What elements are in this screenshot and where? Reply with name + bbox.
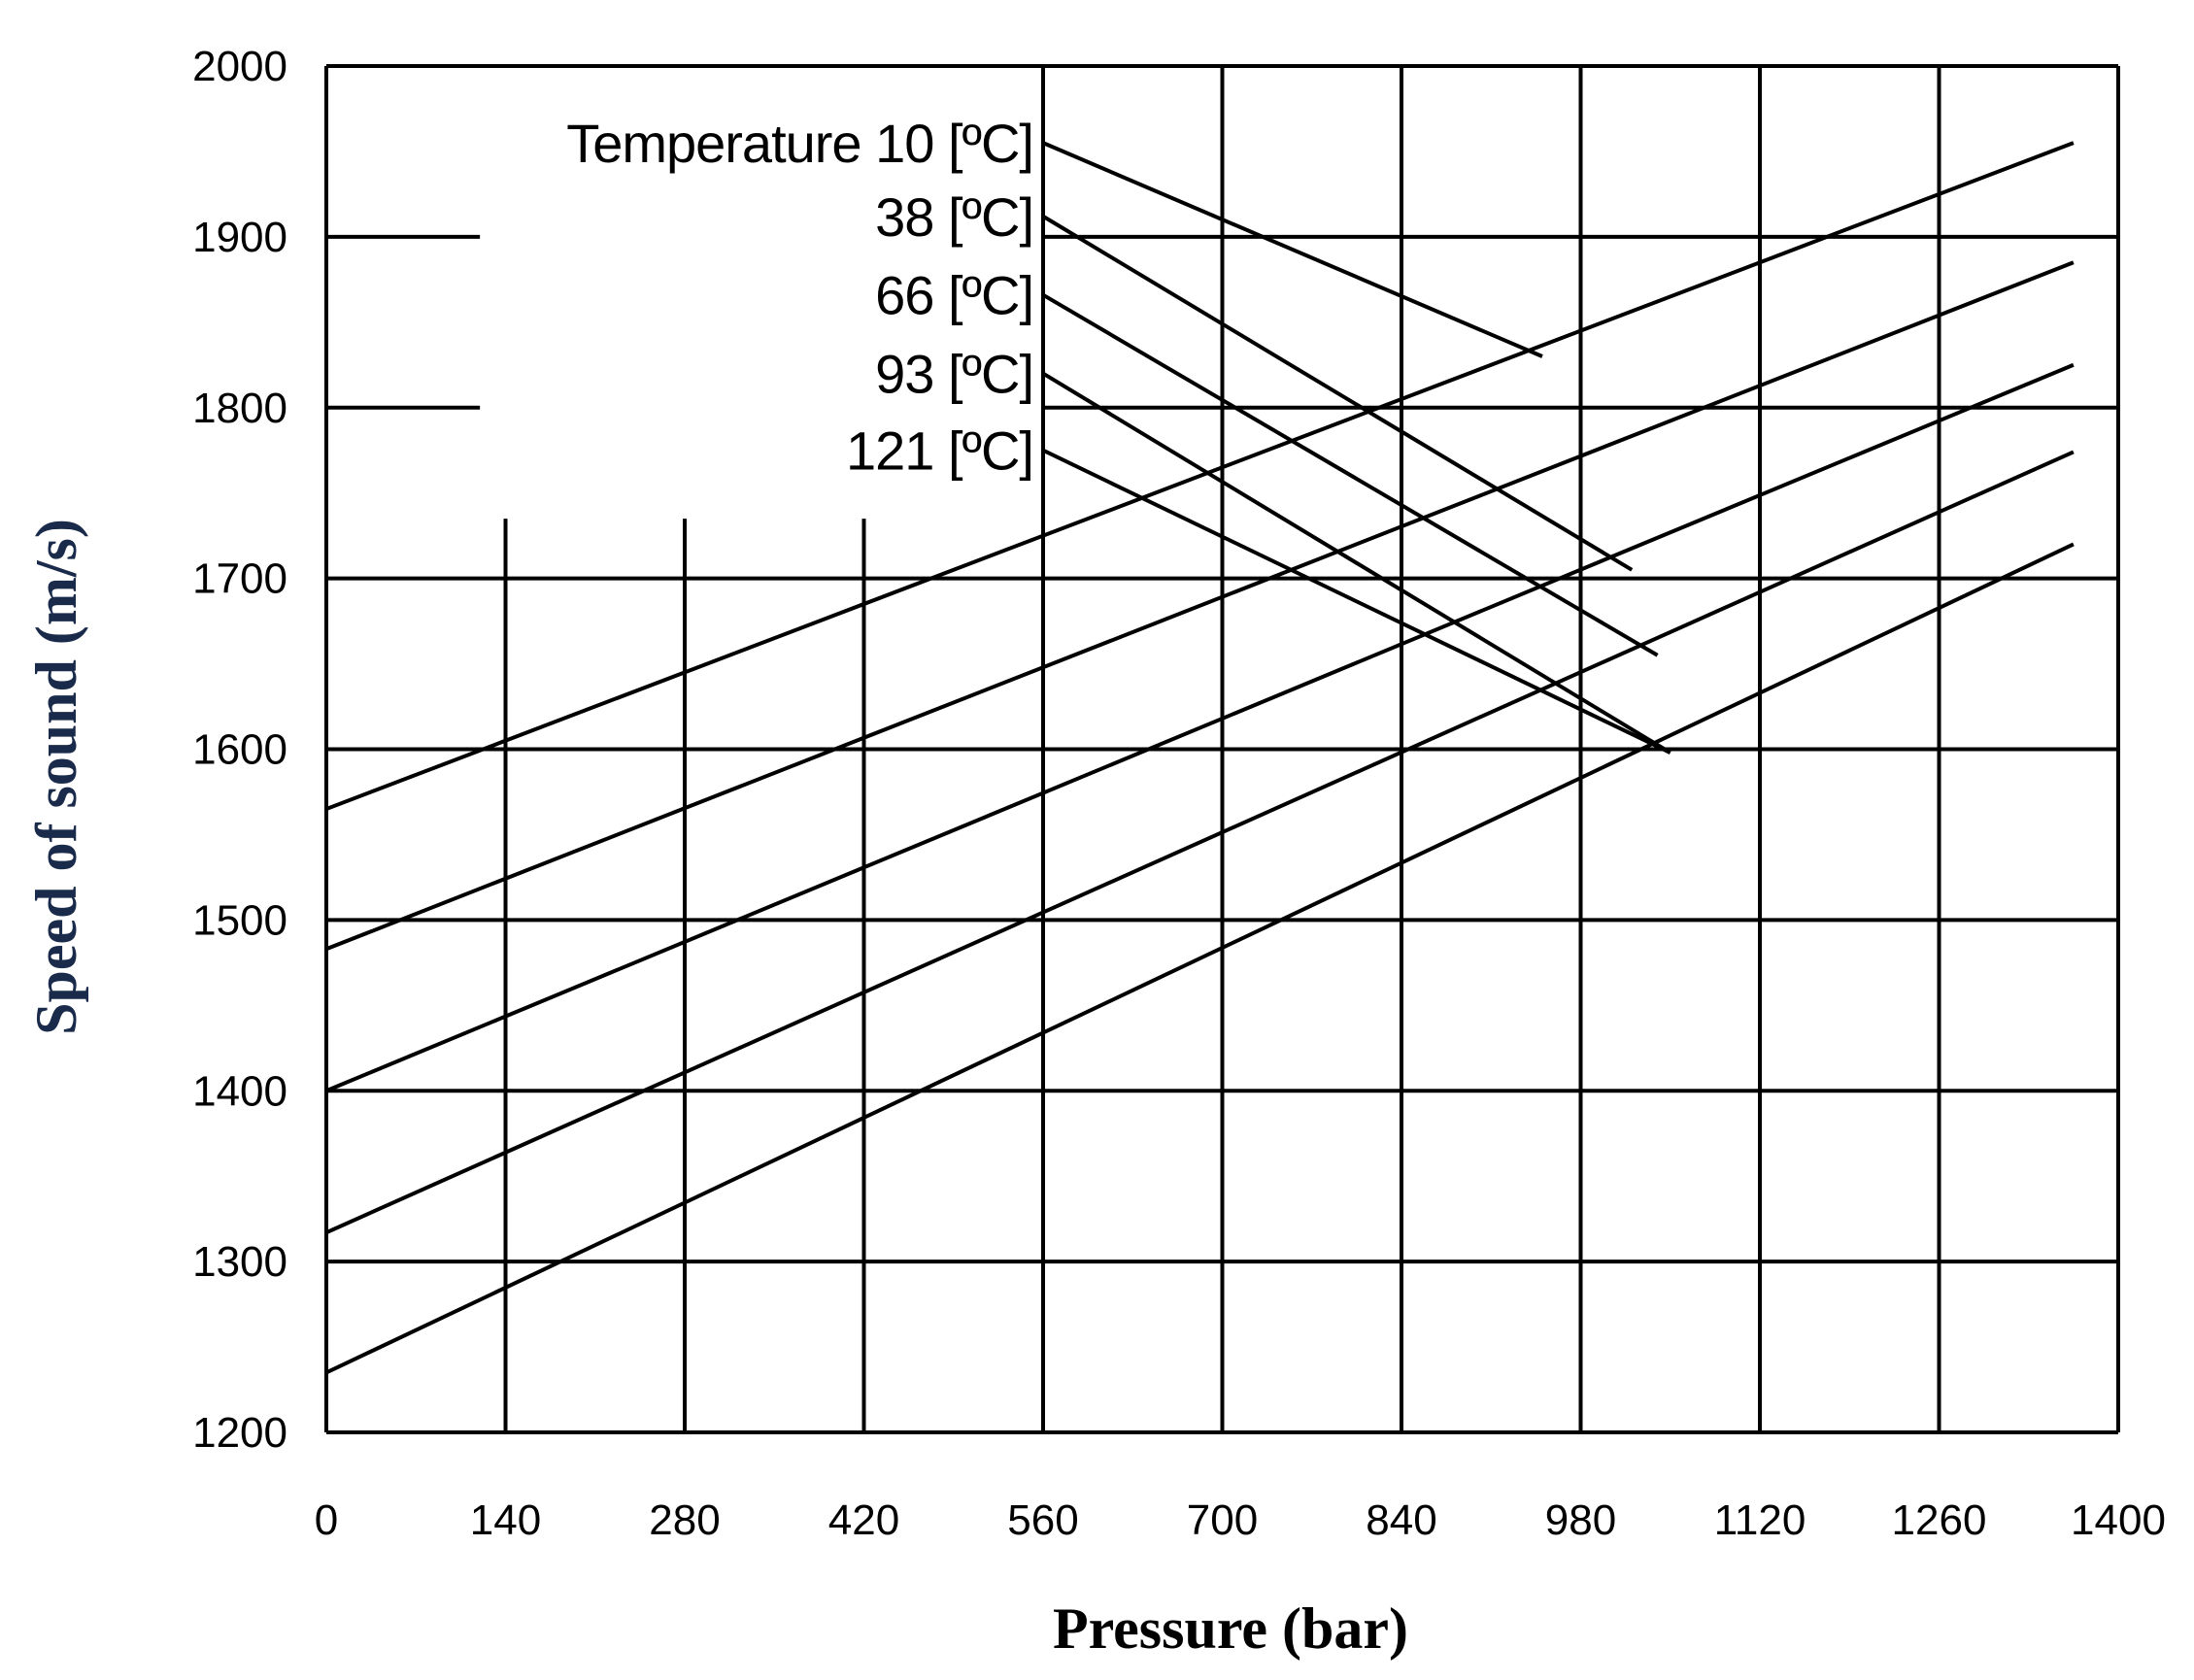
- temperature-line: [1041, 292, 1659, 657]
- x-tick-label: 980: [1545, 1496, 1616, 1544]
- pressure-lines: [325, 141, 2075, 1375]
- series-line-38: [325, 260, 2075, 952]
- y-tick-label: 1700: [192, 555, 287, 603]
- legend-label: 121 [ºC]: [846, 420, 1033, 482]
- temperature-line: [1042, 448, 1671, 755]
- x-tick-labels: 0 140 280 420 560 700 840 980 1120 1260 1400: [315, 1496, 2166, 1544]
- x-tick-label: 420: [828, 1496, 899, 1544]
- y-tick-labels: 1200 1300 1400 1500 1600 1700 1800 1900 2000: [192, 43, 287, 1457]
- x-tick-label: 0: [315, 1496, 338, 1544]
- grid-lines: [324, 64, 2120, 1434]
- legend-label: 93 [ºC]: [875, 344, 1033, 405]
- series-line-10: [325, 141, 2075, 811]
- y-tick-label: 1400: [192, 1067, 287, 1115]
- legend-label: 38 [ºC]: [875, 186, 1033, 248]
- x-tick-label: 560: [1007, 1496, 1078, 1544]
- legend-label: Temperature 10 [ºC]: [566, 113, 1033, 174]
- y-tick-label: 1200: [192, 1409, 287, 1457]
- temperature-line: [1041, 215, 1634, 572]
- legend-label: 66 [ºC]: [875, 265, 1033, 326]
- temperature-line: [1042, 141, 1543, 358]
- temperature-legend: Temperature 10 [ºC] 38 [ºC] 66 [ºC] 93 [ºC]…: [566, 113, 1034, 482]
- y-tick-label: 1300: [192, 1238, 287, 1286]
- temperature-lines: [1041, 141, 1671, 755]
- y-axis-title: Speed of sound (m/s): [24, 519, 88, 1035]
- y-tick-label: 1900: [192, 214, 287, 261]
- series-line-66: [325, 362, 2075, 1093]
- y-tick-label: 2000: [192, 43, 287, 90]
- y-tick-label: 1600: [192, 726, 287, 774]
- x-tick-label: 1400: [2071, 1496, 2166, 1544]
- series-line-121: [325, 542, 2075, 1375]
- temperature-line: [1041, 371, 1671, 755]
- x-tick-label: 700: [1187, 1496, 1258, 1544]
- y-tick-label: 1800: [192, 385, 287, 432]
- x-tick-label: 280: [649, 1496, 720, 1544]
- x-tick-label: 140: [470, 1496, 541, 1544]
- y-tick-label: 1500: [192, 896, 287, 944]
- x-tick-label: 1260: [1892, 1496, 1987, 1544]
- series-line-93: [325, 450, 2075, 1235]
- x-axis-title: Pressure (bar): [1053, 1596, 1408, 1661]
- x-tick-label: 840: [1366, 1496, 1436, 1544]
- x-tick-label: 1120: [1714, 1496, 1806, 1544]
